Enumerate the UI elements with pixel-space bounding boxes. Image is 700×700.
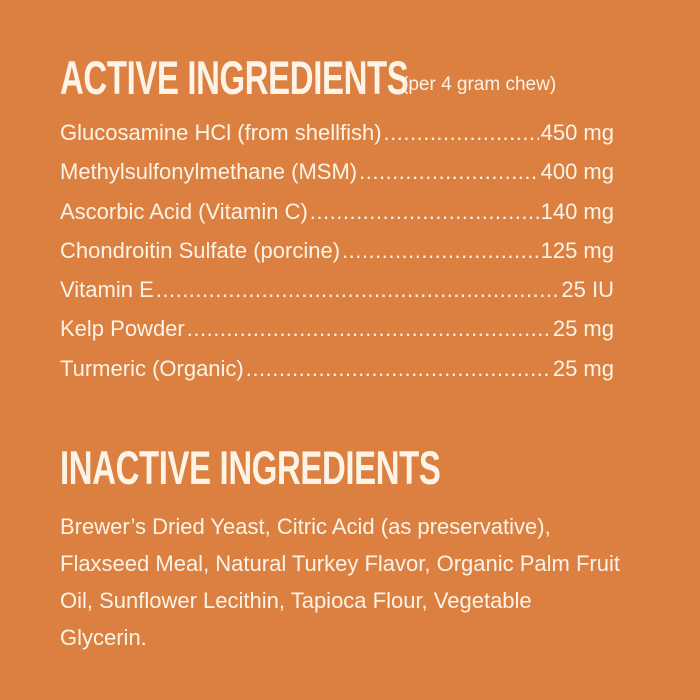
- dot-leader: [246, 356, 551, 382]
- ingredient-name: Methylsulfonylmethane (MSM): [60, 159, 358, 185]
- ingredient-name: Kelp Powder: [60, 316, 185, 342]
- ingredient-amount: 25 mg: [552, 316, 614, 342]
- ingredient-amount: 400 mg: [540, 159, 614, 185]
- ingredient-name: Vitamin E: [60, 277, 154, 303]
- dot-leader: [187, 316, 551, 342]
- serving-note: (per 4 gram chew): [402, 74, 557, 95]
- active-ingredients-heading: ACTIVE INGREDIENTS: [60, 51, 409, 104]
- dot-leader: [384, 120, 539, 146]
- inactive-ingredients-text: Brewer’s Dried Yeast, Citric Acid (as pr…: [60, 514, 620, 650]
- ingredient-amount: 25 mg: [552, 355, 614, 381]
- ingredient-row: Vitamin E 25 IU: [60, 277, 614, 316]
- ingredient-amount: 450 mg: [540, 120, 614, 145]
- ingredient-row: Chondroitin Sulfate (porcine) 125 mg: [60, 238, 614, 277]
- dot-leader: [342, 238, 539, 264]
- dot-leader: [359, 159, 539, 185]
- ingredient-row: Glucosamine HCl (from shellfish) 450 mg: [60, 120, 614, 159]
- dot-leader: [310, 199, 539, 225]
- ingredient-row: Ascorbic Acid (Vitamin C) 140 mg: [60, 199, 614, 238]
- ingredient-name: Chondroitin Sulfate (porcine): [60, 237, 341, 263]
- dot-leader: [156, 277, 560, 303]
- ingredient-amount: 125 mg: [540, 237, 614, 263]
- active-ingredients-list: Glucosamine HCl (from shellfish) 450 mg M…: [60, 120, 614, 395]
- ingredient-amount: 25 IU: [561, 277, 614, 303]
- inactive-ingredients-heading: INACTIVE INGREDIENTS: [60, 441, 441, 494]
- ingredient-name: Glucosamine HCl (from shellfish): [60, 120, 382, 145]
- ingredient-row: Kelp Powder 25 mg: [60, 316, 614, 355]
- ingredient-name: Turmeric (Organic): [60, 355, 244, 381]
- ingredient-amount: 140 mg: [540, 198, 614, 224]
- ingredient-name: Ascorbic Acid (Vitamin C): [60, 198, 308, 224]
- ingredient-row: Methylsulfonylmethane (MSM) 400 mg: [60, 159, 614, 198]
- ingredient-row: Turmeric (Organic) 25 mg: [60, 356, 614, 395]
